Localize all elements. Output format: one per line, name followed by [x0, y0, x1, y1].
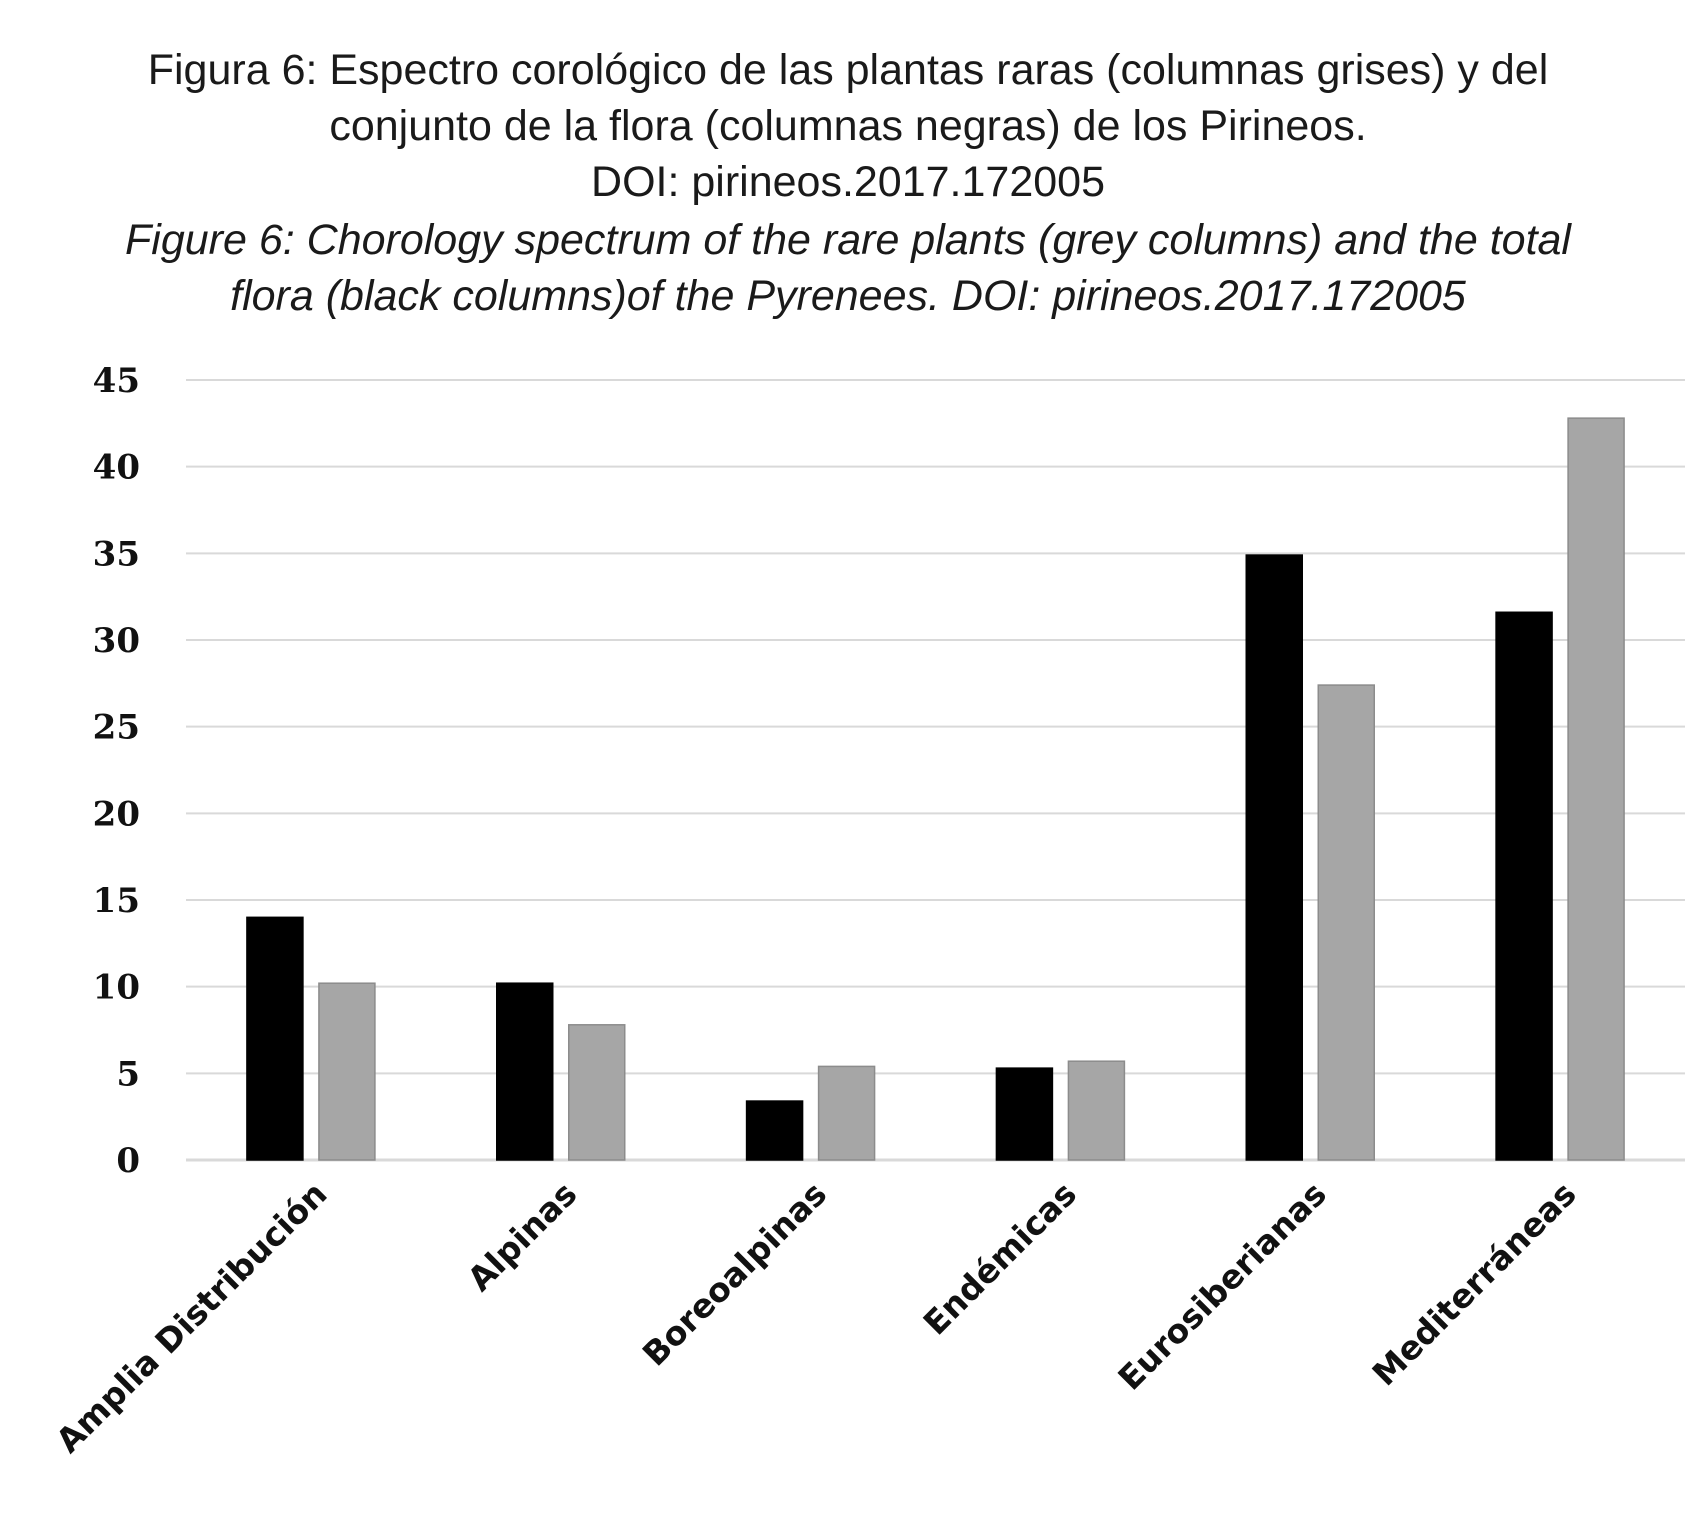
y-tick-label: 35 — [93, 534, 140, 574]
x-category-label: Mediterráneas — [1365, 1174, 1584, 1393]
caption-english-line-1: Figure 6: Chorology spectrum of the rare… — [125, 216, 1571, 264]
y-tick-label: 20 — [93, 794, 140, 834]
y-tick-label: 40 — [93, 448, 140, 488]
y-tick-label: 5 — [116, 1054, 140, 1094]
bar-rare-plants — [817, 1065, 876, 1161]
x-category-label: Amplia Distribución — [48, 1174, 334, 1460]
bar-rare-plants — [1317, 684, 1375, 1161]
y-tick-label: 45 — [93, 361, 140, 401]
bar-rare-plants — [1067, 1060, 1126, 1161]
x-category-label: Boreoalpinas — [635, 1174, 834, 1373]
bar-rare-plants — [1567, 417, 1625, 1161]
bar-total-flora — [246, 916, 304, 1161]
caption-spanish-line-1: Figura 6: Espectro corológico de las pla… — [147, 46, 1549, 94]
bars — [246, 417, 1625, 1161]
bar-rare-plants — [318, 982, 376, 1161]
bar-total-flora — [995, 1067, 1054, 1161]
x-category-label: Endémicas — [916, 1174, 1084, 1342]
y-tick-label: 25 — [93, 708, 140, 748]
caption-spanish-line-2: conjunto de la flora (columnas negras) d… — [329, 102, 1367, 150]
y-tick-label: 15 — [93, 881, 140, 921]
y-axis-tick-labels: 0 5 10 15 20 25 30 35 40 45 — [93, 361, 140, 1181]
x-axis-category-labels: Amplia Distribución Alpinas Boreoalpinas En… — [48, 1174, 1583, 1460]
bar-total-flora — [496, 982, 554, 1161]
y-tick-label: 30 — [93, 621, 140, 661]
bar-total-flora — [745, 1100, 804, 1161]
x-category-label: Eurosiberianas — [1110, 1174, 1334, 1398]
bar-rare-plants — [568, 1024, 626, 1161]
caption-spanish-doi: DOI: pirineos.2017.172005 — [591, 158, 1105, 206]
y-tick-label: 10 — [93, 968, 140, 1008]
caption-english-line-2: flora (black columns)of the Pyrenees. DO… — [230, 272, 1466, 320]
bar-total-flora — [1245, 554, 1303, 1161]
x-category-label: Alpinas — [460, 1174, 585, 1299]
gridlines — [186, 379, 1685, 1162]
y-tick-label: 0 — [116, 1141, 140, 1181]
bar-total-flora — [1495, 611, 1553, 1161]
